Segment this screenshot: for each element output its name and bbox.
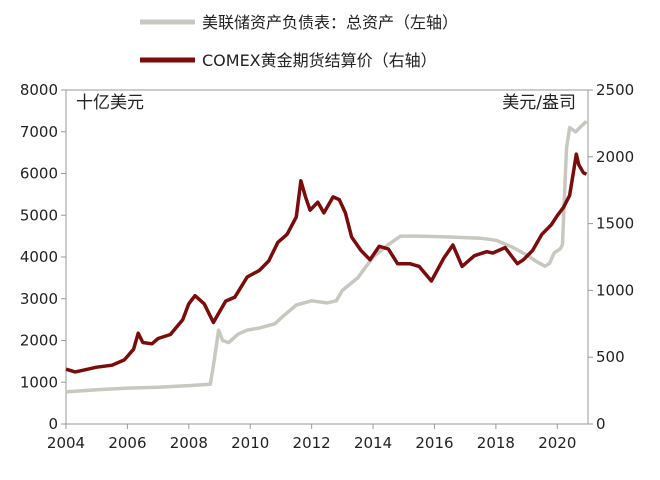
legend-label-gold: COMEX黄金期货结算价（右轴）	[202, 51, 437, 70]
right-tick-label: 0	[596, 415, 606, 433]
right-tick-label: 2500	[596, 81, 634, 99]
series-line-gold	[65, 152, 588, 374]
x-tick-label: 2008	[170, 434, 208, 452]
right-tick-label: 2000	[596, 148, 634, 166]
left-tick-label: 0	[48, 415, 58, 433]
series-line-fed	[65, 120, 588, 394]
left-tick-label: 5000	[20, 206, 58, 224]
right-tick-label: 1000	[596, 281, 634, 299]
left-tick-label: 4000	[20, 248, 58, 266]
right-axis-ticks: 0 500 1000 1500 2000 2500	[588, 81, 634, 433]
x-tick-label: 2010	[231, 434, 269, 452]
right-axis-title: 美元/盎司	[502, 93, 576, 113]
left-axis-ticks: 0 1000 2000 3000 4000 5000 6000 7000 8000	[20, 81, 66, 433]
x-tick-label: 2012	[293, 434, 331, 452]
legend: 美联储资产负债表：总资产（左轴） COMEX黄金期货结算价（右轴）	[140, 13, 458, 70]
right-tick-label: 1500	[596, 215, 634, 233]
left-tick-label: 3000	[20, 290, 58, 308]
left-axis-title: 十亿美元	[76, 93, 144, 113]
x-tick-label: 2006	[108, 434, 146, 452]
left-tick-label: 6000	[20, 165, 58, 183]
x-tick-label: 2014	[354, 434, 392, 452]
legend-label-fed: 美联储资产负债表：总资产（左轴）	[202, 13, 458, 32]
x-tick-label: 2020	[538, 434, 576, 452]
x-tick-label: 2004	[47, 434, 85, 452]
left-tick-label: 2000	[20, 332, 58, 350]
left-tick-label: 1000	[20, 373, 58, 391]
x-tick-label: 2016	[415, 434, 453, 452]
left-tick-label: 7000	[20, 123, 58, 141]
plot-frame	[65, 89, 589, 425]
right-tick-label: 500	[596, 348, 625, 366]
x-axis-ticks: 2004 2006 2008 2010 2012 2014 2016 2018 2020	[47, 424, 576, 452]
x-tick-label: 2018	[477, 434, 515, 452]
left-tick-label: 8000	[20, 81, 58, 99]
